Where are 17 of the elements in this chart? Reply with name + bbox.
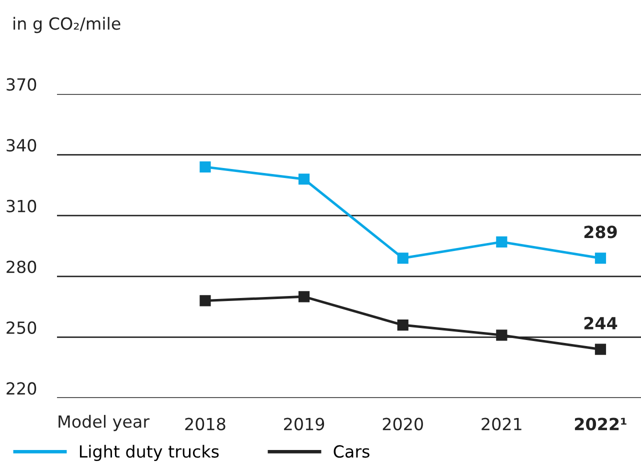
y-tick-label: 280 — [6, 260, 36, 274]
x-tick-label: 2020 — [382, 418, 423, 430]
data-label: 244 — [584, 316, 618, 330]
y-tick-label: 220 — [6, 382, 36, 395]
x-tick-label: 2021 — [482, 418, 522, 430]
y-tick-label: 340 — [6, 138, 36, 152]
data-label: 289 — [584, 226, 617, 238]
legend-label: Cars — [334, 445, 370, 458]
y-tick-label: 370 — [6, 78, 36, 91]
x-tick-label: 2022¹ — [574, 418, 626, 430]
y-tick-label: 250 — [6, 321, 36, 334]
legend-label: Light duty trucks — [80, 444, 219, 461]
y-axis-title: in g CO₂/mile — [14, 16, 120, 34]
x-tick-label: 2018 — [185, 418, 226, 430]
x-tick-label: 2019 — [284, 418, 324, 430]
y-tick-label: 310 — [6, 200, 36, 212]
x-axis-title: Model year — [58, 414, 150, 432]
